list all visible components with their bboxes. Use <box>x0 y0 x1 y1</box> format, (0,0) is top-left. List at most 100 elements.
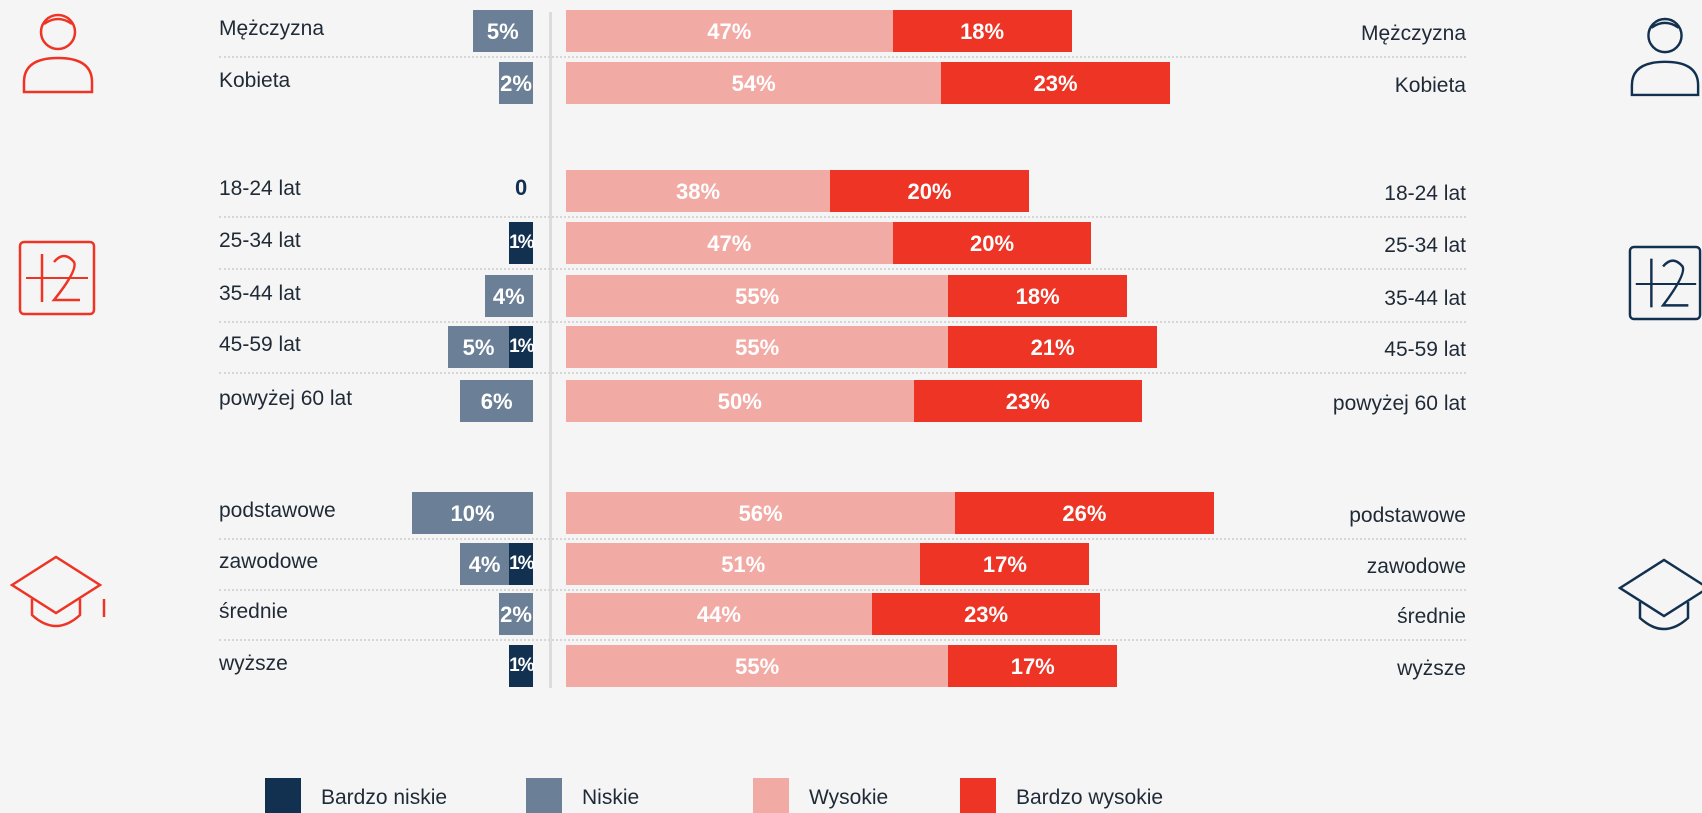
bar-label-bardzo-niskie: 1% <box>509 232 534 253</box>
bar-label-niskie: 4% <box>492 284 525 309</box>
bar-niskie <box>448 326 509 368</box>
bar-bardzo-wysokie <box>948 645 1118 687</box>
bar-niskie <box>412 492 533 534</box>
bar-bardzo-niskie <box>508 645 533 687</box>
legend-swatch <box>265 778 301 813</box>
bar-label-wysokie: 55% <box>735 284 780 309</box>
bar-label-wysokie: 56% <box>738 501 783 526</box>
bar-label-niskie: 2% <box>500 71 532 96</box>
bar-label-bardzo-wysokie: 23% <box>1005 389 1050 414</box>
row-separator <box>219 216 1466 218</box>
legend-label: Niskie <box>582 786 640 809</box>
bar-bardzo-wysokie <box>892 222 1092 264</box>
person-icon <box>22 13 94 94</box>
bar-label-niskie: 6% <box>480 389 513 414</box>
row-label-right: powyżej 60 lat <box>1332 392 1466 415</box>
bar-bardzo-niskie <box>508 543 533 585</box>
legend-label: Wysokie <box>809 786 889 809</box>
bar-label-wysokie: 51% <box>721 552 766 577</box>
bar-wysokie <box>566 593 872 635</box>
bar-label-bardzo-niskie: 1% <box>509 553 534 574</box>
bar-bardzo-wysokie <box>830 170 1029 212</box>
bar-label-bardzo-wysokie: 23% <box>964 602 1009 627</box>
row-separator <box>219 321 1466 323</box>
bar-label-bardzo-wysokie: 18% <box>1015 284 1060 309</box>
row-label-right: 25-34 lat <box>1384 234 1466 257</box>
row-separator <box>219 268 1466 270</box>
legend-label: Bardzo niskie <box>321 786 448 809</box>
row-label-right: Mężczyzna <box>1360 22 1466 45</box>
bar-label-niskie: 2% <box>500 602 532 627</box>
zero-axis-line <box>549 12 552 688</box>
row-label-left: Mężczyzna <box>219 17 325 40</box>
legend-swatch <box>753 778 789 813</box>
bar-label-bardzo-wysokie: 20% <box>970 231 1015 256</box>
bar-wysokie <box>566 222 893 264</box>
bar-label-bardzo-niskie: 0 <box>515 175 528 200</box>
bar-label-wysokie: 44% <box>696 602 741 627</box>
row-label-right: 35-44 lat <box>1384 287 1466 310</box>
legend-swatch <box>960 778 996 813</box>
bar-label-bardzo-wysokie: 23% <box>1033 71 1078 96</box>
bar-label-bardzo-wysokie: 17% <box>1010 654 1055 679</box>
row-label-left: 35-44 lat <box>219 282 301 305</box>
graduation-cap-icon <box>1618 558 1702 631</box>
bar-label-bardzo-wysokie: 18% <box>960 19 1005 44</box>
legend-label: Bardzo wysokie <box>1016 786 1164 809</box>
row-separator <box>219 372 1466 374</box>
bar-niskie <box>460 380 533 422</box>
bar-label-bardzo-wysokie: 26% <box>1062 501 1107 526</box>
bar-wysokie <box>566 543 921 585</box>
calendar-12-icon <box>18 240 96 316</box>
bar-bardzo-niskie <box>508 326 533 368</box>
bar-label-wysokie: 55% <box>735 654 780 679</box>
bar-bardzo-wysokie <box>913 380 1143 422</box>
row-label-right: podstawowe <box>1349 504 1466 527</box>
bar-label-wysokie: 47% <box>707 19 752 44</box>
bar-label-wysokie: 54% <box>731 71 776 96</box>
row-separator <box>219 56 1466 58</box>
bar-niskie <box>499 593 533 635</box>
bar-wysokie <box>566 275 949 317</box>
row-label-right: 18-24 lat <box>1384 182 1466 205</box>
bar-wysokie <box>566 10 893 52</box>
bar-label-bardzo-wysokie: 21% <box>1030 335 1075 360</box>
bar-label-wysokie: 47% <box>707 231 752 256</box>
bar-wysokie <box>566 492 956 534</box>
row-label-right: Kobieta <box>1394 74 1466 97</box>
row-label-right: zawodowe <box>1366 555 1466 578</box>
legend-swatch <box>526 778 562 813</box>
bar-bardzo-niskie <box>508 222 533 264</box>
bar-wysokie <box>566 62 942 104</box>
row-separator <box>219 538 1466 540</box>
bar-wysokie <box>566 380 914 422</box>
graduation-cap-icon <box>9 555 106 628</box>
bar-niskie <box>499 62 533 104</box>
bar-label-bardzo-niskie: 1% <box>509 655 534 676</box>
bar-label-bardzo-wysokie: 20% <box>907 179 952 204</box>
row-label-left: 25-34 lat <box>219 229 301 252</box>
bar-wysokie <box>566 645 949 687</box>
row-separator <box>219 589 1466 591</box>
bar-label-wysokie: 55% <box>735 335 780 360</box>
bar-label-niskie: 4% <box>468 552 501 577</box>
bar-bardzo-wysokie <box>892 10 1072 52</box>
bar-label-wysokie: 38% <box>676 179 721 204</box>
person-icon <box>1630 17 1700 97</box>
row-label-left: podstawowe <box>219 499 336 522</box>
bar-bardzo-wysokie <box>955 492 1214 534</box>
row-separator <box>219 639 1466 641</box>
bar-bardzo-wysokie <box>948 326 1157 368</box>
bar-wysokie <box>566 170 831 212</box>
bar-bardzo-wysokie <box>948 275 1128 317</box>
bar-wysokie <box>566 326 949 368</box>
bar-label-niskie: 5% <box>486 19 519 44</box>
bar-niskie <box>484 275 533 317</box>
row-label-left: Kobieta <box>219 69 291 92</box>
bar-label-niskie: 10% <box>450 501 495 526</box>
bar-bardzo-wysokie <box>871 593 1101 635</box>
bar-label-wysokie: 50% <box>717 389 762 414</box>
row-label-left: średnie <box>219 600 288 623</box>
row-label-left: powyżej 60 lat <box>219 387 353 410</box>
